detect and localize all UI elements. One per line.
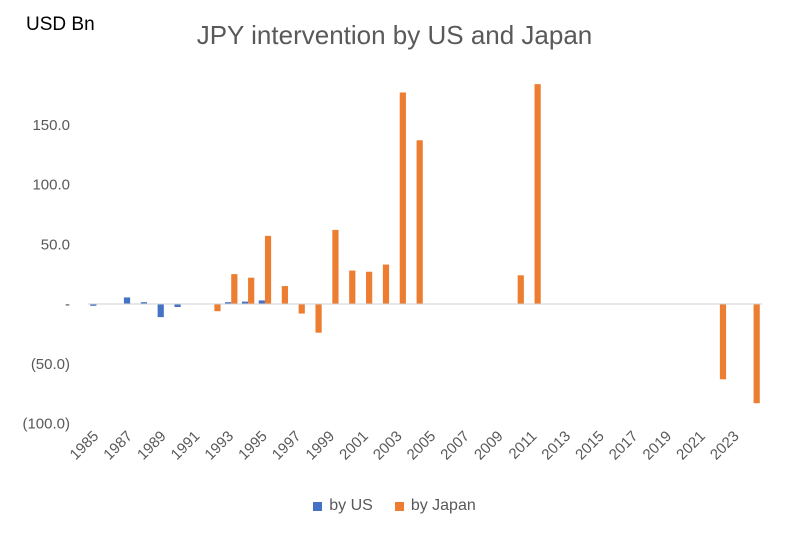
y-tick-label: 150.0 bbox=[32, 117, 70, 134]
x-axis-ticks: 1985198719891991199319951997199920012003… bbox=[67, 428, 743, 464]
bar-japan bbox=[719, 304, 727, 380]
x-tick-label: 2023 bbox=[707, 428, 743, 464]
bar-japan bbox=[214, 304, 221, 312]
y-tick-label: 100.0 bbox=[32, 177, 70, 194]
x-tick-label: 1993 bbox=[201, 428, 237, 464]
x-tick-label: 1985 bbox=[67, 428, 103, 464]
x-tick-label: 2001 bbox=[336, 428, 372, 464]
x-tick-label: 2015 bbox=[572, 428, 608, 464]
bar-us bbox=[225, 302, 232, 304]
bar-us bbox=[174, 304, 181, 307]
bar-japan bbox=[231, 274, 238, 305]
chart-title: JPY intervention by US and Japan bbox=[196, 20, 593, 50]
bar-us bbox=[258, 300, 265, 304]
bar-japan bbox=[399, 92, 406, 304]
bar-japan bbox=[349, 270, 356, 304]
x-tick-label: 2017 bbox=[606, 428, 642, 464]
y-tick-label: (50.0) bbox=[31, 356, 70, 373]
bar-us bbox=[241, 301, 249, 304]
bar-japan bbox=[534, 84, 541, 305]
legend-label-japan: by Japan bbox=[410, 497, 476, 514]
legend-item-japan: by Japan bbox=[394, 497, 476, 515]
bar-japan bbox=[753, 304, 760, 404]
x-tick-label: 2019 bbox=[640, 428, 676, 464]
bar-us bbox=[157, 304, 164, 318]
x-tick-label: 1989 bbox=[134, 428, 170, 464]
bar-japan bbox=[416, 140, 423, 304]
x-tick-label: 2013 bbox=[538, 428, 574, 464]
bar-us bbox=[140, 302, 147, 304]
x-tick-label: 2005 bbox=[404, 428, 440, 464]
legend-swatch-us bbox=[313, 501, 323, 511]
x-tick-label: 1995 bbox=[235, 428, 271, 464]
bar-japan bbox=[517, 275, 524, 304]
bar-japan bbox=[281, 286, 288, 304]
legend: by US by Japan bbox=[0, 497, 789, 515]
bar-japan bbox=[366, 271, 373, 304]
bars bbox=[90, 84, 760, 404]
bar-japan bbox=[315, 304, 322, 333]
x-tick-label: 1987 bbox=[100, 428, 136, 464]
x-tick-label: 2003 bbox=[370, 428, 406, 464]
bar-japan bbox=[332, 229, 339, 304]
y-tick-label: (100.0) bbox=[22, 416, 70, 433]
bar-us bbox=[123, 297, 131, 304]
x-tick-label: 2009 bbox=[471, 428, 507, 464]
y-axis-unit-label: USD Bn bbox=[26, 14, 95, 35]
legend-swatch-japan bbox=[394, 501, 404, 511]
legend-label-us: by US bbox=[329, 497, 373, 514]
x-tick-label: 1997 bbox=[269, 428, 305, 464]
y-tick-label: - bbox=[65, 296, 70, 313]
x-tick-label: 2011 bbox=[506, 428, 541, 463]
y-axis-ticks: 150.0 100.0 50.0 - (50.0) (100.0) bbox=[22, 117, 70, 433]
x-tick-label: 2021 bbox=[673, 428, 709, 464]
bar-japan bbox=[298, 304, 305, 314]
y-tick-label: 50.0 bbox=[41, 236, 70, 253]
bar-japan bbox=[382, 264, 390, 304]
x-tick-label: 2007 bbox=[437, 428, 473, 464]
bar-us bbox=[90, 304, 97, 306]
x-tick-label: 1991 bbox=[168, 428, 204, 464]
bar-japan bbox=[264, 235, 272, 304]
bar-japan bbox=[248, 277, 255, 304]
x-tick-label: 1999 bbox=[303, 428, 339, 464]
legend-item-us: by US bbox=[313, 497, 373, 515]
